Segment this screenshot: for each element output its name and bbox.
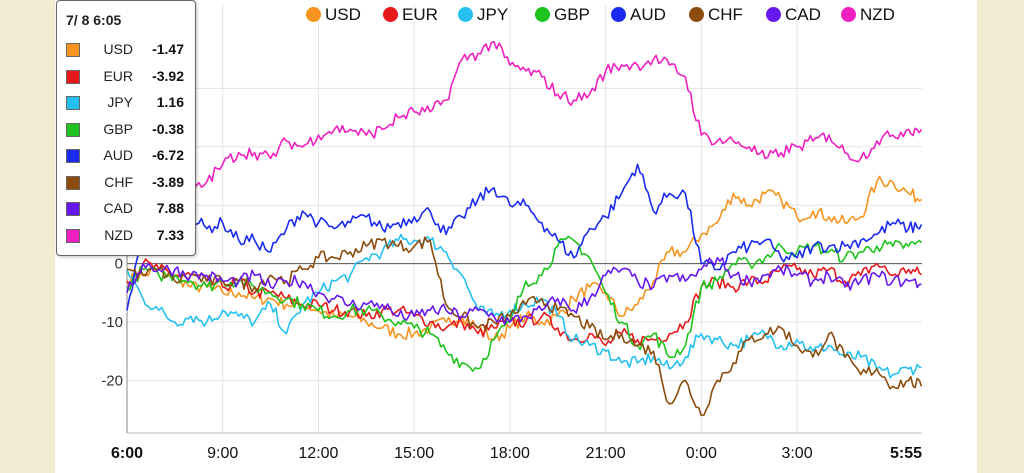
x-tick-label: 12:00 <box>298 445 338 462</box>
x-tick-label: 0:00 <box>686 445 717 462</box>
series-line-cad <box>126 256 922 326</box>
series-line-aud <box>126 163 923 311</box>
tooltip-swatch <box>66 122 80 137</box>
tooltip-value: -3.92 <box>152 67 184 84</box>
tooltip-currency: AUD <box>103 147 133 163</box>
tooltip-row-chf: CHF -3.89 <box>66 174 194 194</box>
y-tick-label: 0 <box>115 256 123 273</box>
tooltip-row-usd: USD -1.47 <box>66 41 194 61</box>
tooltip-swatch <box>66 96 80 110</box>
legend-marker <box>841 7 856 22</box>
x-tick-label: 18:00 <box>490 445 530 462</box>
series-line-chf <box>127 236 923 417</box>
tooltip-value: -6.72 <box>152 147 184 163</box>
tooltip-title: 7/ 8 6:05 <box>66 12 122 28</box>
tooltip-currency: GBP <box>103 120 133 137</box>
legend-marker <box>766 7 781 22</box>
legend-marker <box>689 7 704 22</box>
x-tick-label: 9:00 <box>207 445 238 462</box>
tooltip-currency: USD <box>103 41 133 57</box>
tooltip-value: -1.47 <box>152 41 184 57</box>
tooltip-currency: EUR <box>103 67 133 84</box>
tooltip-swatch <box>66 43 80 57</box>
legend-label: CHF <box>708 5 743 24</box>
x-tick-label: 21:00 <box>586 445 626 462</box>
tooltip-currency: CHF <box>104 173 133 190</box>
x-tick-label: 6:00 <box>111 445 143 462</box>
chart-panel: 6:00 9:00 12:00 15:00 18:00 21:00 0:00 3:00 5:55… <box>55 0 977 473</box>
tooltip-currency: JPY <box>107 94 133 110</box>
x-tick-label: 3:00 <box>781 445 812 462</box>
tooltip-currency: NZD <box>104 226 133 243</box>
tooltip-swatch <box>66 69 80 84</box>
tooltip-row-nzd: NZD 7.33 <box>66 227 194 247</box>
legend-marker <box>458 7 473 22</box>
tooltip-swatch <box>66 202 80 216</box>
x-tick-label: 5:55 <box>890 445 922 462</box>
tooltip-value: 7.33 <box>156 226 184 243</box>
legend-label: AUD <box>630 5 666 24</box>
legend-marker <box>383 7 398 22</box>
series-line-nzd <box>126 40 923 223</box>
legend-label: GBP <box>554 5 590 24</box>
legend-marker <box>535 7 550 22</box>
tooltip-currency: CAD <box>103 200 133 216</box>
legend-label: JPY <box>477 5 509 24</box>
tooltip-swatch <box>66 228 80 243</box>
x-tick-label: 15:00 <box>394 445 434 462</box>
legend-label: USD <box>325 5 361 24</box>
y-tick-label: -20 <box>101 372 123 389</box>
tooltip: 7/ 8 6:05 USD -1.47 EUR -3.92 JPY 1.16 GBP -0.3… <box>56 0 196 256</box>
legend-marker <box>306 7 321 22</box>
tooltip-value: -0.38 <box>152 120 184 137</box>
tooltip-swatch <box>66 149 80 163</box>
y-tick-label: -10 <box>101 314 123 331</box>
tooltip-row-jpy: JPY 1.16 <box>66 94 194 114</box>
chart-svg: 6:00 9:00 12:00 15:00 18:00 21:00 0:00 3:00 5:55… <box>101 5 923 462</box>
legend-label: EUR <box>402 5 438 24</box>
series-line-eur <box>126 258 922 347</box>
tooltip-value: 7.88 <box>156 200 184 216</box>
tooltip-swatch <box>66 175 80 190</box>
tooltip-row-gbp: GBP -0.38 <box>66 121 194 141</box>
tooltip-row-aud: AUD -6.72 <box>66 147 194 167</box>
tooltip-value: -3.89 <box>152 173 184 190</box>
legend-marker <box>611 7 626 22</box>
legend-label: CAD <box>785 5 821 24</box>
tooltip-row-cad: CAD 7.88 <box>66 200 194 220</box>
legend-label: NZD <box>860 5 895 24</box>
tooltip-row-eur: EUR -3.92 <box>66 68 194 88</box>
tooltip-value: 1.16 <box>156 94 184 110</box>
